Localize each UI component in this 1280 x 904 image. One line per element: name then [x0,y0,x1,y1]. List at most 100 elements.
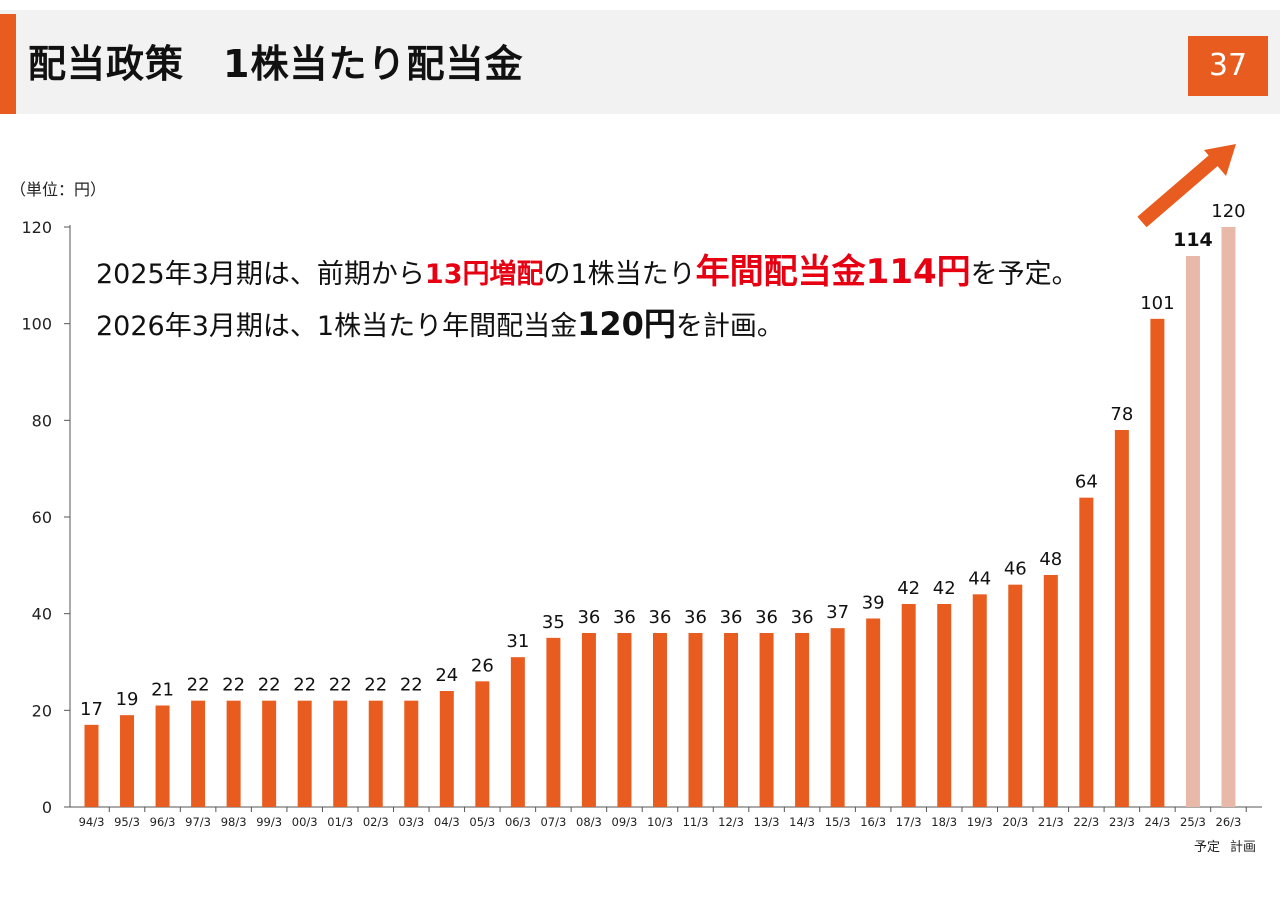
x-category-label: 00/3 [292,815,318,829]
x-category-label: 08/3 [576,815,602,829]
bar-value-label: 42 [933,578,956,599]
x-category-label: 03/3 [398,815,424,829]
x-category-label: 10/3 [647,815,673,829]
page-number-badge: 37 [1188,36,1268,96]
note-line-2: 2026年3月期は、1株当たり年間配当金120円を計画。 [96,304,784,347]
bar [368,700,383,807]
bar-value-label: 36 [791,607,814,628]
note-1-increase-highlight: 13円増配 [424,259,544,290]
bar [333,700,348,807]
x-category-label: 24/3 [1144,815,1170,829]
y-tick-label: 120 [21,218,52,237]
note-1-text-c: を予定。 [970,259,1079,290]
bar-value-label: 22 [293,675,316,696]
note-1-text-a: 2025年3月期は、前期から [96,259,425,290]
x-category-label: 23/3 [1109,815,1135,829]
x-category-label: 07/3 [540,815,566,829]
bar-value-label: 48 [1039,549,1062,570]
x-category-label: 97/3 [185,815,211,829]
bar-value-label: 22 [364,675,387,696]
bar [510,657,525,807]
bar [937,604,952,807]
bar [155,705,170,807]
x-category-label: 20/3 [1002,815,1028,829]
bar [439,691,454,807]
x-category-label: 14/3 [789,815,815,829]
note-2-text-a: 2026年3月期は、1株当たり年間配当金 [96,311,578,342]
trend-arrow-head [1204,144,1236,176]
bar-value-label: 35 [542,612,565,633]
y-tick-label: 40 [32,605,52,624]
x-category-label: 15/3 [825,815,851,829]
bar-value-label: 22 [222,675,245,696]
bar [724,633,739,807]
bar [475,681,490,807]
page-title: 配当政策 1株当たり配当金 [28,42,524,86]
bar-value-label: 78 [1110,404,1133,425]
bar-value-label: 114 [1173,229,1213,251]
bar [866,618,881,807]
note-line-1: 2025年3月期は、前期から13円増配の1株当たり年間配当金114円を予定。 [96,252,1079,295]
plan-footnote: 計画 [1230,840,1257,855]
bar [795,633,810,807]
bar-value-label: 36 [649,607,672,628]
x-category-label: 98/3 [221,815,247,829]
bar [617,633,632,807]
bar-value-label: 22 [187,675,210,696]
bar-value-label: 22 [329,675,352,696]
x-category-label: 99/3 [256,815,282,829]
x-category-label: 01/3 [327,815,353,829]
bar [1079,497,1094,807]
bar-value-label: 22 [258,675,281,696]
bar-value-label: 36 [613,607,636,628]
bar-value-label: 31 [506,631,529,652]
bar-value-label: 26 [471,655,494,676]
bar [1185,256,1200,807]
x-category-label: 12/3 [718,815,744,829]
bar-value-label: 37 [826,602,849,623]
x-category-label: 21/3 [1038,815,1064,829]
x-category-label: 06/3 [505,815,531,829]
x-category-label: 09/3 [612,815,638,829]
bar-value-label: 17 [80,699,103,720]
x-category-label: 17/3 [896,815,922,829]
x-category-label: 18/3 [931,815,957,829]
bar-value-label: 44 [968,568,991,589]
y-tick-label: 100 [21,315,52,334]
bar [759,633,774,807]
x-category-label: 25/3 [1180,815,1206,829]
bar-value-label: 101 [1140,293,1174,314]
note-2-plan-highlight: 120円 [577,305,676,343]
bar-value-label: 36 [755,607,778,628]
bar-value-label: 22 [400,675,423,696]
y-tick-label: 80 [32,411,52,430]
x-category-label: 05/3 [469,815,495,829]
bar-value-label: 36 [577,607,600,628]
bar-value-label: 42 [897,578,920,599]
bar [901,604,916,807]
bar [581,633,596,807]
header-accent-stripe [0,14,16,114]
x-category-label: 16/3 [860,815,886,829]
bar-value-label: 36 [720,607,743,628]
bar-value-label: 19 [116,689,139,710]
bar [120,715,135,807]
y-tick-label: 20 [32,701,52,720]
x-category-label: 02/3 [363,815,389,829]
bar-value-label: 36 [684,607,707,628]
x-category-label: 04/3 [434,815,460,829]
bar-value-label: 24 [435,665,458,686]
x-category-label: 95/3 [114,815,140,829]
note-1-dividend-highlight: 年間配当金114円 [695,252,971,292]
bar [226,700,241,807]
y-tick-label: 0 [42,798,52,817]
y-tick-label: 60 [32,508,52,527]
x-category-label: 13/3 [754,815,780,829]
trend-arrow-shaft [1137,154,1219,228]
bar [84,724,99,807]
x-category-label: 96/3 [150,815,176,829]
bar [830,628,845,807]
bar [546,637,561,807]
bar-value-label: 46 [1004,559,1027,580]
